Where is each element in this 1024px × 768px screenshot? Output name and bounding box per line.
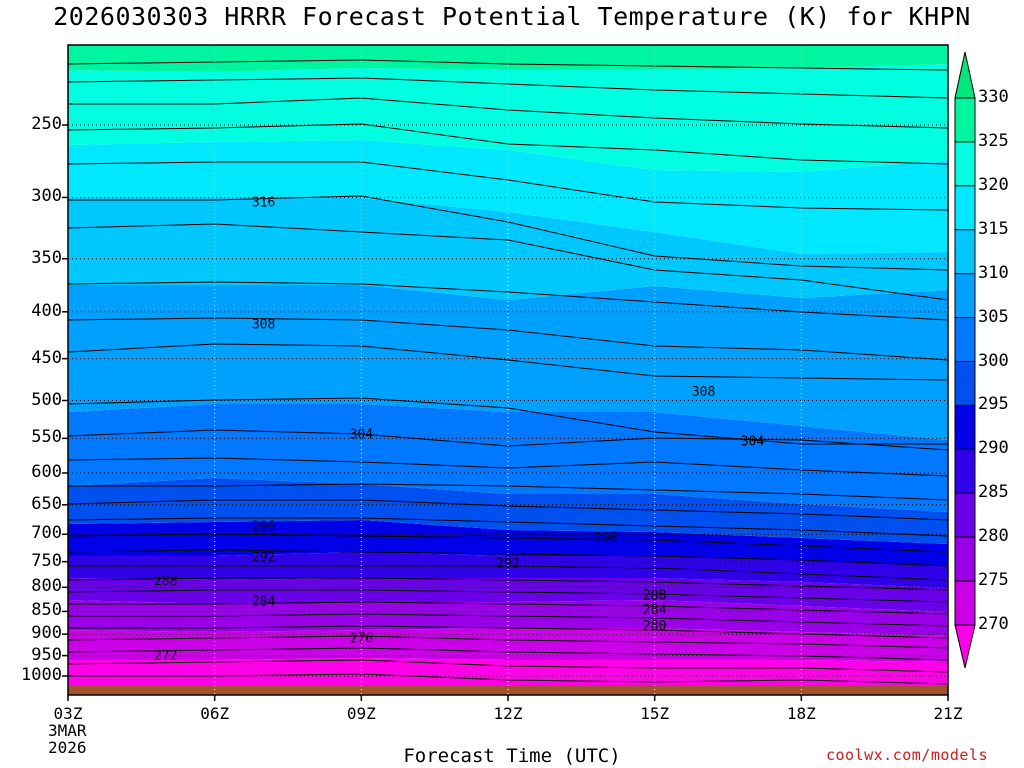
y-tick-label: 400 <box>31 300 62 321</box>
y-tick-label: 1000 <box>21 665 62 685</box>
colorbar-label: 275 <box>978 570 1009 591</box>
y-tick-label: 550 <box>31 427 62 448</box>
colorbar-bottom-arrow <box>954 624 976 669</box>
y-tick-label: 500 <box>31 389 62 410</box>
y-tick-label: 650 <box>31 493 62 514</box>
colorbar-swatch <box>954 492 976 538</box>
x-ticks <box>67 695 949 701</box>
start-date-year: 2026 <box>48 738 87 757</box>
colorbar-label: 325 <box>978 130 1009 151</box>
site-credit[interactable]: coolwx.com/models <box>826 746 989 764</box>
colorbar-swatch <box>954 141 976 187</box>
contour-label: 288 <box>154 574 177 589</box>
chart-title: 2026030303 HRRR Forecast Potential Tempe… <box>53 2 971 31</box>
contour-label: 276 <box>350 632 373 647</box>
y-tick-label: 450 <box>31 347 62 368</box>
x-tick-label: 06Z <box>200 704 230 723</box>
color-band <box>68 45 948 72</box>
colorbar-top-arrow <box>954 51 976 99</box>
colorbar-swatch <box>954 185 976 231</box>
colorbar-label: 280 <box>978 526 1009 547</box>
x-axis-title: Forecast Time (UTC) <box>403 745 621 767</box>
y-tick-label: 850 <box>31 600 62 621</box>
contour-label: 284 <box>643 603 667 618</box>
y-tick-label: 950 <box>31 644 62 665</box>
contour-line <box>67 123 949 165</box>
y-tick-label: 250 <box>31 114 62 134</box>
y-tick-label: 700 <box>31 523 62 544</box>
contour-label: 280 <box>643 619 666 634</box>
y-tick-label: 600 <box>31 461 62 482</box>
colorbar-label: 315 <box>978 218 1009 239</box>
x-tick-label: 21Z <box>933 704 963 723</box>
colorbar-label: 270 <box>978 614 1009 634</box>
colorbar-swatch <box>954 536 976 582</box>
x-tick-label: 15Z <box>640 704 670 723</box>
color-band <box>68 520 948 566</box>
y-tick-label: 900 <box>31 623 62 644</box>
colorbar-swatch <box>954 97 976 143</box>
contour-label: 304 <box>741 435 765 450</box>
color-band <box>68 658 948 686</box>
contour-label: 304 <box>350 427 374 442</box>
y-tick-label: 750 <box>31 550 62 571</box>
colorbar-label: 305 <box>978 306 1009 327</box>
contour-label: 308 <box>692 385 715 400</box>
contour-line <box>67 223 949 301</box>
x-tick-label: 09Z <box>346 704 376 723</box>
x-tick-label: 18Z <box>786 704 816 723</box>
contour-line <box>68 673 949 685</box>
start-date-month: 3MAR <box>48 721 87 740</box>
colorbar-label: 300 <box>978 350 1009 371</box>
contour-label: 296 <box>594 531 617 546</box>
contour-label: 296 <box>252 520 275 535</box>
colorbar-swatch <box>954 273 976 319</box>
x-tick-label: 12Z <box>493 704 523 723</box>
color-band <box>68 285 948 440</box>
colorbar-swatch <box>954 404 976 450</box>
colorbar-swatch <box>954 361 976 406</box>
color-band <box>68 578 948 612</box>
gridlines <box>68 45 948 695</box>
y-tick-label: 800 <box>31 576 62 597</box>
contour-label: 316 <box>252 195 275 210</box>
contour-label: 272 <box>154 649 177 664</box>
colorbar-swatch <box>954 580 976 626</box>
colorbar-label: 295 <box>978 394 1009 415</box>
contour-label: 292 <box>252 550 275 565</box>
contour-label: 308 <box>252 318 275 333</box>
contour-label: 292 <box>496 557 519 572</box>
colorbar-label: 310 <box>978 262 1009 283</box>
colorbar-label: 285 <box>978 482 1009 503</box>
y-tick-label: 300 <box>31 186 62 207</box>
colorbar-label: 320 <box>978 174 1009 195</box>
contour-label: 288 <box>643 589 666 604</box>
contour-label: 284 <box>252 595 276 610</box>
colorbar-label: 330 <box>978 87 1009 107</box>
colorbar-swatch <box>954 229 976 275</box>
colorbar-label: 290 <box>978 438 1009 459</box>
colorbar <box>954 51 976 669</box>
colorbar-swatch <box>954 448 976 494</box>
y-ticks <box>62 124 68 677</box>
contour-line <box>67 397 948 445</box>
colorbar-swatch <box>954 317 976 363</box>
x-tick-label: 03Z <box>53 704 83 723</box>
y-tick-label: 350 <box>31 247 62 268</box>
